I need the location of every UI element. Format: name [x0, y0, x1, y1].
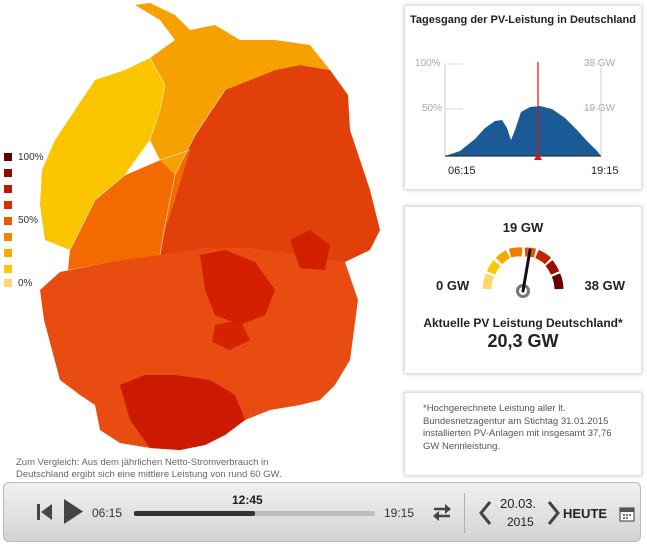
timeline-start: 06:15 — [92, 506, 123, 520]
map-region-hotspot-4 — [212, 320, 250, 350]
legend-swatch — [4, 265, 12, 273]
legend-label-top: 100% — [18, 152, 44, 163]
gauge-needle — [521, 248, 532, 293]
legend-label-mid: 50% — [18, 215, 39, 226]
today-button[interactable]: HEUTE — [563, 506, 608, 521]
current-pv-title: Aktuelle PV Leistung Deutschland* — [423, 316, 623, 330]
current-time-triangle — [534, 153, 542, 160]
daily-chart-plot — [444, 62, 602, 160]
map-region-hotspot-1 — [200, 250, 275, 325]
map-region-northwest — [40, 58, 165, 250]
legend-swatch — [4, 217, 12, 225]
timeline-progress — [134, 511, 255, 516]
footnote-text: *Hochgerechnete Leistung aller lt. Bunde… — [423, 403, 612, 452]
gauge-min-label: 0 GW — [436, 278, 470, 293]
footnote-card: *Hochgerechnete Leistung aller lt. Bunde… — [404, 392, 642, 476]
calendar-icon[interactable] — [619, 506, 635, 522]
map-region-central-west — [68, 150, 190, 270]
date-day-month: 20.03. — [500, 496, 537, 511]
skip-back-icon[interactable] — [36, 502, 54, 522]
pv-gauge — [482, 247, 564, 298]
timeline-current-time: 12:45 — [232, 493, 263, 507]
pv-curve — [445, 106, 601, 156]
repeat-icon[interactable] — [431, 502, 453, 522]
date-year: 2015 — [507, 515, 534, 529]
timeline-player-bar: 06:15 12:45 19:15 20.03. 2015 HEUTE — [3, 482, 641, 542]
map-region-north — [135, 3, 330, 175]
legend-label-bottom: 0% — [18, 278, 33, 289]
axis-label-left-mid: 50% — [422, 103, 443, 114]
x-axis-end: 19:15 — [591, 165, 619, 177]
x-axis-start: 06:15 — [448, 165, 476, 177]
chevron-right-icon[interactable] — [547, 500, 561, 526]
timeline-end: 19:15 — [384, 506, 415, 520]
map-region-south — [40, 246, 358, 450]
timeline-slider[interactable] — [134, 511, 375, 516]
daily-chart-title: Tagesgang der PV-Leistung in Deutschland — [410, 14, 636, 26]
gauge-arc — [482, 247, 564, 290]
gauge-top-label: 19 GW — [502, 220, 544, 235]
map-region-east — [160, 65, 380, 262]
legend-swatch — [4, 169, 12, 177]
map-note: Zum Vergleich: Aus dem jährlichen Netto-… — [16, 457, 282, 480]
map-region-hotspot-3 — [290, 230, 330, 270]
legend-swatch — [4, 153, 12, 161]
current-pv-value: 20,3 GW — [487, 331, 559, 351]
legend-swatch — [4, 233, 12, 241]
legend-swatch — [4, 201, 12, 209]
legend-swatch — [4, 279, 12, 287]
legend-swatch — [4, 185, 12, 193]
map-region-border — [69, 57, 226, 256]
gauge-max-label: 38 GW — [584, 278, 625, 293]
axis-label-left-top: 100% — [415, 58, 441, 69]
divider — [464, 493, 465, 533]
play-icon[interactable] — [62, 498, 84, 525]
legend-swatch — [4, 249, 12, 257]
daily-pv-card: Tagesgang der PV-Leistung in Deutschland… — [404, 5, 642, 190]
germany-pv-map — [40, 3, 380, 450]
current-pv-card: 19 GW 0 GW 38 GW Aktuelle PV Leistung De… — [404, 206, 642, 374]
chevron-left-icon[interactable] — [478, 500, 492, 526]
map-region-hotspot-2 — [120, 375, 245, 450]
